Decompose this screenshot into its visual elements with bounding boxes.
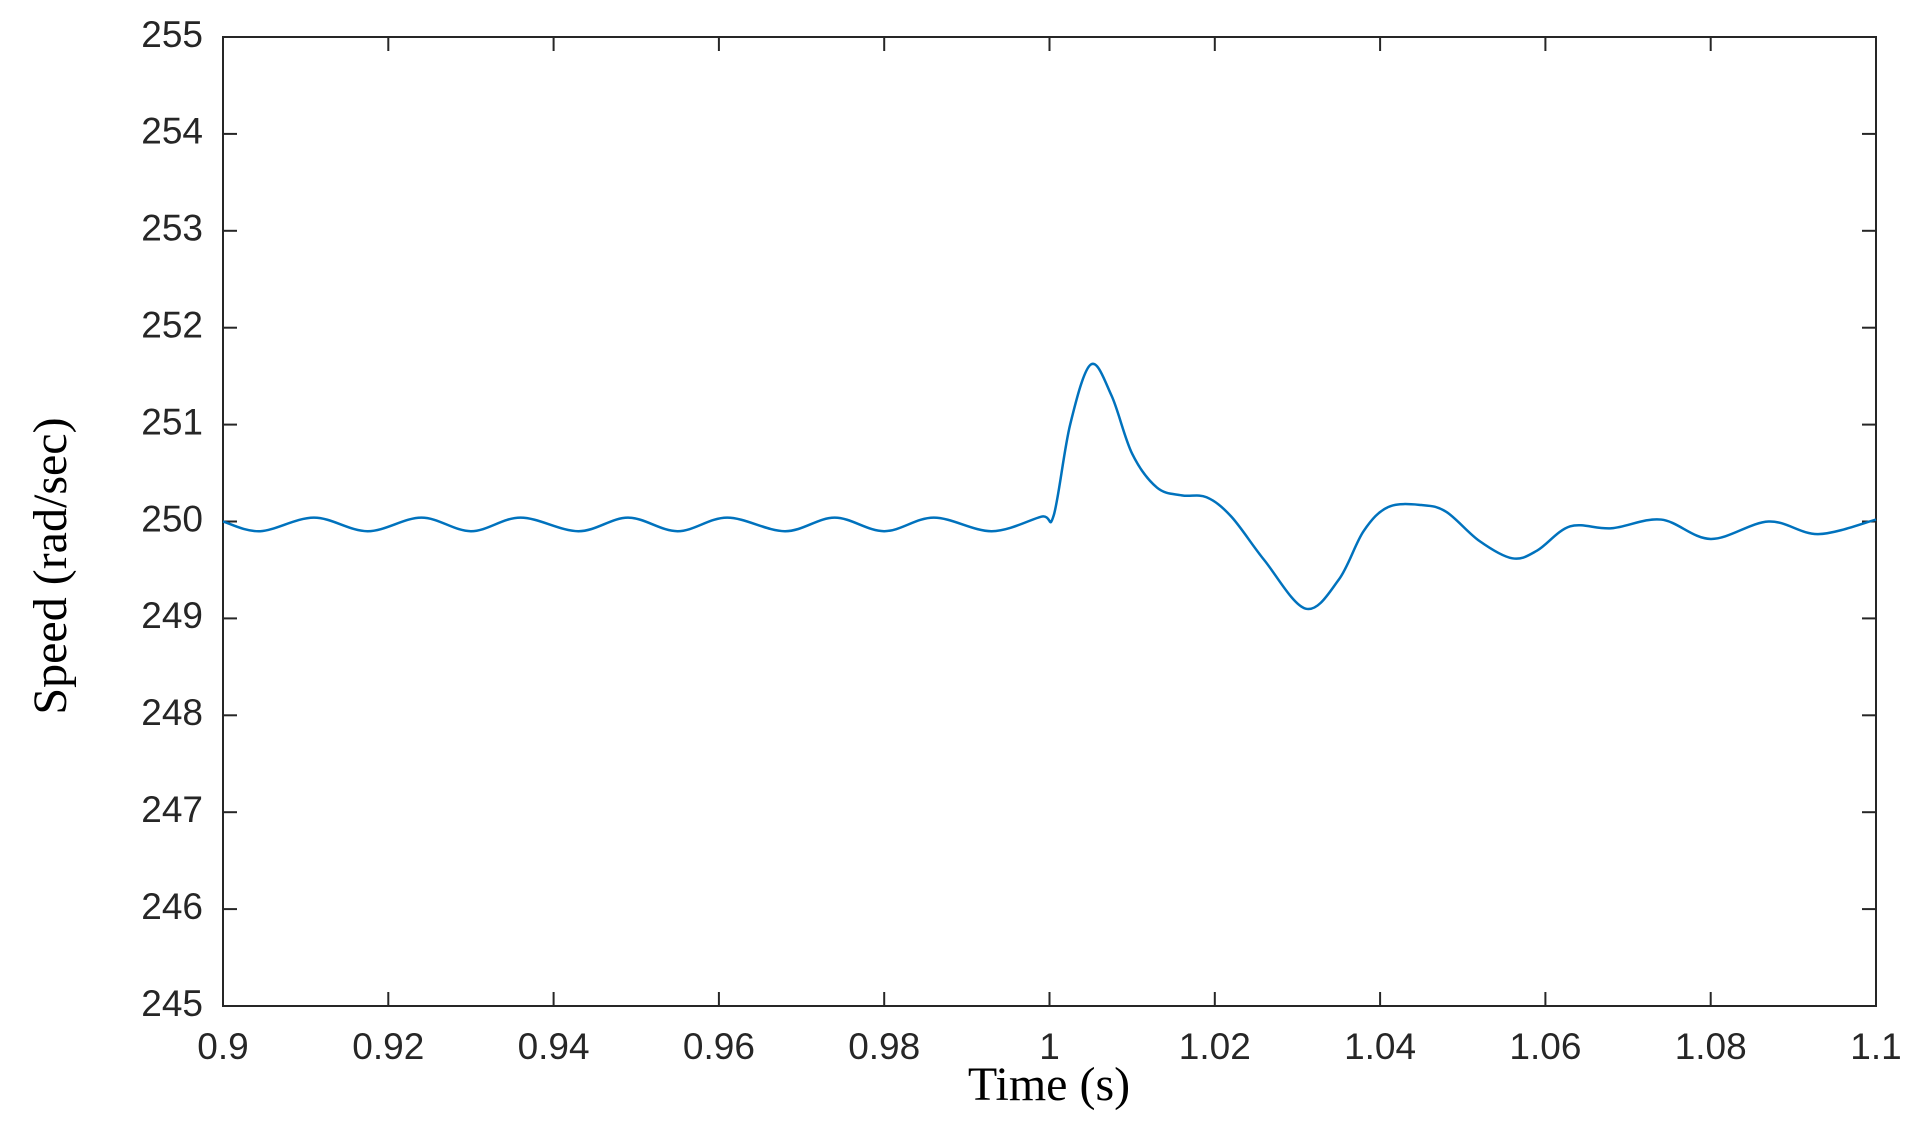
y-tick-label: 252 xyxy=(141,304,203,345)
y-tick-label: 253 xyxy=(141,208,203,249)
y-axis-title: Speed (rad/sec) xyxy=(24,417,77,714)
x-tick-label: 1.02 xyxy=(1179,1026,1251,1067)
y-tick-label: 246 xyxy=(141,886,203,927)
x-tick-label: 1.04 xyxy=(1344,1026,1416,1067)
line-series xyxy=(222,362,1877,611)
y-tick-label: 250 xyxy=(141,498,203,539)
x-tick-label: 0.94 xyxy=(518,1026,590,1067)
x-tick-label: 1.06 xyxy=(1509,1026,1581,1067)
y-tick-label: 251 xyxy=(141,401,203,442)
x-tick-label: 0.96 xyxy=(683,1026,755,1067)
x-tick-label: 0.9 xyxy=(197,1026,248,1067)
x-tick-label: 1 xyxy=(1039,1026,1060,1067)
y-tick-label: 255 xyxy=(141,14,203,55)
y-tick-label: 245 xyxy=(141,983,203,1024)
y-tick-label: 247 xyxy=(141,789,203,830)
x-tick-label: 0.92 xyxy=(352,1026,424,1067)
y-tick-label: 254 xyxy=(141,111,203,152)
x-tick-label: 0.98 xyxy=(848,1026,920,1067)
y-tick-label: 249 xyxy=(141,595,203,636)
y-tick-label: 248 xyxy=(141,692,203,733)
x-tick-label: 1.1 xyxy=(1850,1026,1901,1067)
x-tick-label: 1.08 xyxy=(1675,1026,1747,1067)
x-axis-title: Time (s) xyxy=(968,1058,1130,1111)
